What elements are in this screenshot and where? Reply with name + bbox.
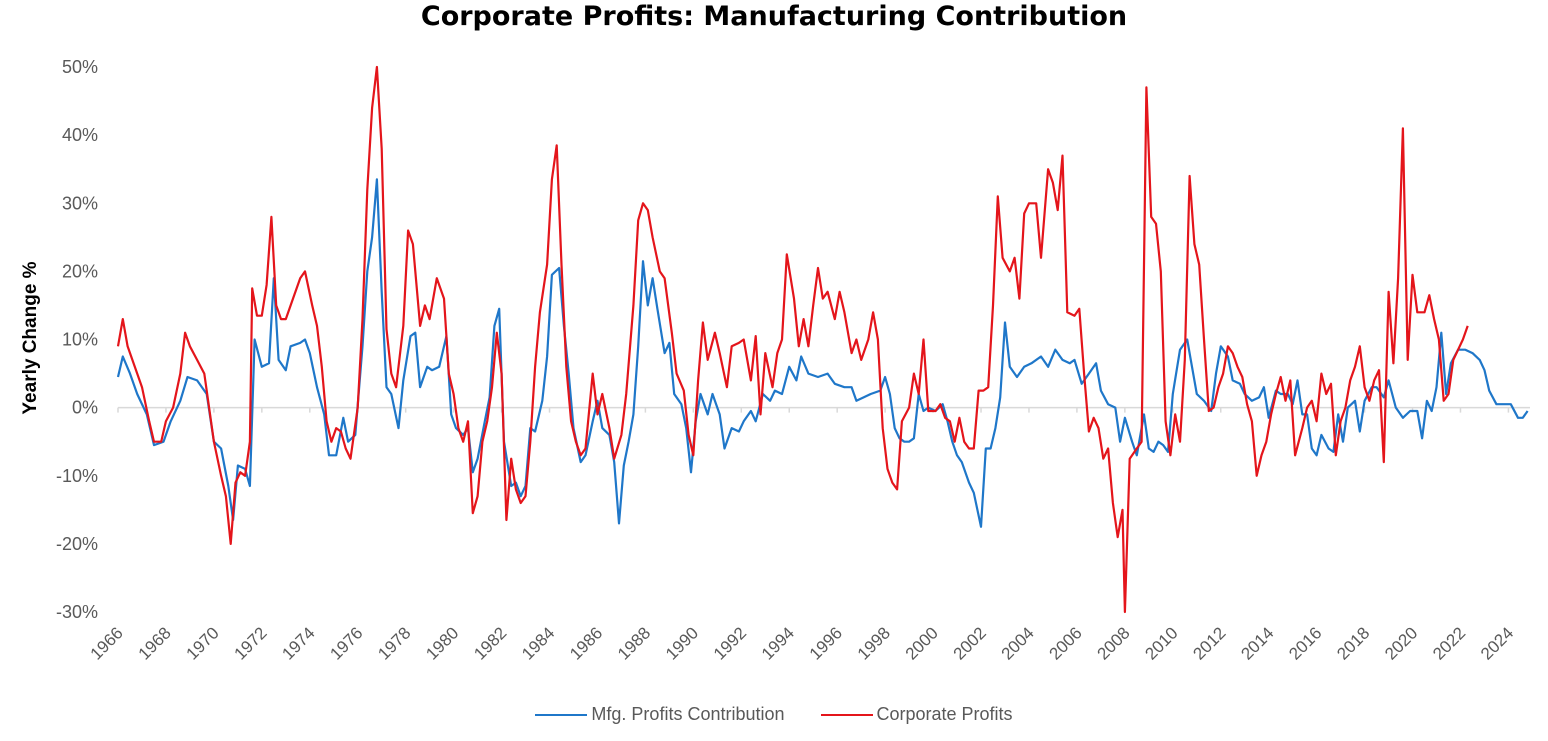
x-tick-label: 1988 (614, 623, 654, 663)
y-tick-label: 20% (62, 261, 98, 281)
x-tick-label: 2004 (998, 623, 1038, 663)
x-tick-label: 2012 (1189, 623, 1229, 663)
x-axis-ticks: 1966 1968 1970 1972 1974 1976 1978 1980 1982 1984… (87, 623, 1518, 663)
x-tick-label: 1980 (422, 623, 462, 663)
x-tick-label: 1982 (470, 623, 510, 663)
y-axis-label: Yearly Change % (20, 261, 41, 414)
x-tick-label: 2002 (950, 623, 990, 663)
x-tick-label: 2000 (902, 623, 942, 663)
x-tick-label: 2008 (1094, 623, 1134, 663)
x-tick-label: 1998 (854, 623, 894, 663)
legend-item-mfg: Mfg. Profits Contribution (535, 704, 785, 725)
x-tick-label: 2014 (1237, 623, 1277, 663)
x-tick-label: 1970 (183, 623, 223, 663)
legend-label-mfg: Mfg. Profits Contribution (591, 704, 785, 724)
x-tick-label: 1968 (135, 623, 175, 663)
x-tick-label: 2020 (1381, 623, 1421, 663)
x-tick-label: 1974 (278, 623, 318, 663)
line-chart: 50%40%30%20%10%0%-10%-20%-30% 1966 1968 19… (20, 57, 1530, 664)
x-tick-label: 1994 (758, 623, 798, 663)
legend: Mfg. Profits Contribution Corporate Prof… (0, 704, 1548, 725)
legend-swatch-corporate (820, 713, 873, 716)
x-tick-label: 2022 (1429, 623, 1469, 663)
x-tick-label: 2006 (1046, 623, 1086, 663)
x-tick-label: 1978 (374, 623, 414, 663)
x-tick-label: 1984 (518, 623, 558, 663)
chart-title: Corporate Profits: Manufacturing Contrib… (420, 1, 1128, 32)
y-tick-label: 50% (62, 57, 98, 77)
legend-item-corporate: Corporate Profits (820, 704, 1013, 725)
x-tick-label: 2016 (1285, 623, 1325, 663)
x-tick-label: 1996 (806, 623, 846, 663)
y-axis-ticks: 50% 40% 30% 20% 10% 0% -10% -20% -30% (56, 57, 98, 622)
y-tick-label: 40% (62, 125, 98, 145)
y-tick-label: -30% (56, 602, 98, 622)
x-tick-label: 2010 (1141, 623, 1181, 663)
series-line-corporate-profits (116, 65, 1469, 614)
x-tick-label: 1986 (566, 623, 606, 663)
y-tick-label: 30% (62, 193, 98, 213)
y-tick-label: 0% (72, 398, 98, 418)
series-layer (116, 65, 1529, 614)
x-tick-label: 1972 (230, 623, 270, 663)
series-line-mfg-profits (116, 178, 1529, 528)
x-tick-label: 1992 (710, 623, 750, 663)
x-tick-label: 1990 (662, 623, 702, 663)
y-tick-label: 10% (62, 330, 98, 350)
legend-swatch-mfg (535, 713, 588, 716)
x-tick-label: 1966 (87, 623, 127, 663)
legend-label-corporate: Corporate Profits (876, 704, 1013, 724)
x-tick-label: 2024 (1477, 623, 1517, 663)
x-tick-label: 1976 (326, 623, 366, 663)
x-tick-label: 2018 (1333, 623, 1373, 663)
y-tick-label: -20% (56, 534, 98, 554)
y-tick-label: -10% (56, 466, 98, 486)
